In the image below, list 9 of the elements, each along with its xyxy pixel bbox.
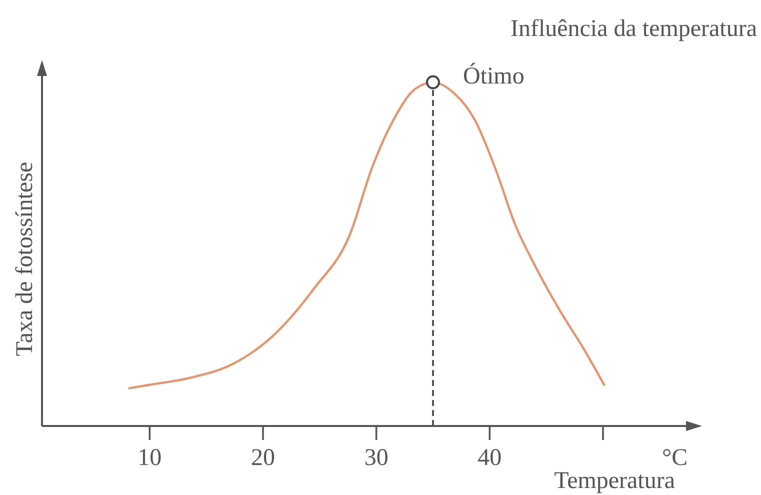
chart-title: Influência da temperatura xyxy=(510,16,758,42)
text: °C xyxy=(662,445,688,471)
x-tick-label: 20 xyxy=(251,445,275,471)
x-tick-label: 40 xyxy=(478,445,502,471)
x-tick-label: 10 xyxy=(138,445,162,471)
annotation: Ótimo xyxy=(463,62,524,90)
x-tick-label: 30 xyxy=(364,445,388,471)
x-axis-title: Temperatura xyxy=(554,468,676,494)
y-axis-title: Taxa de fotossíntese xyxy=(12,162,38,356)
